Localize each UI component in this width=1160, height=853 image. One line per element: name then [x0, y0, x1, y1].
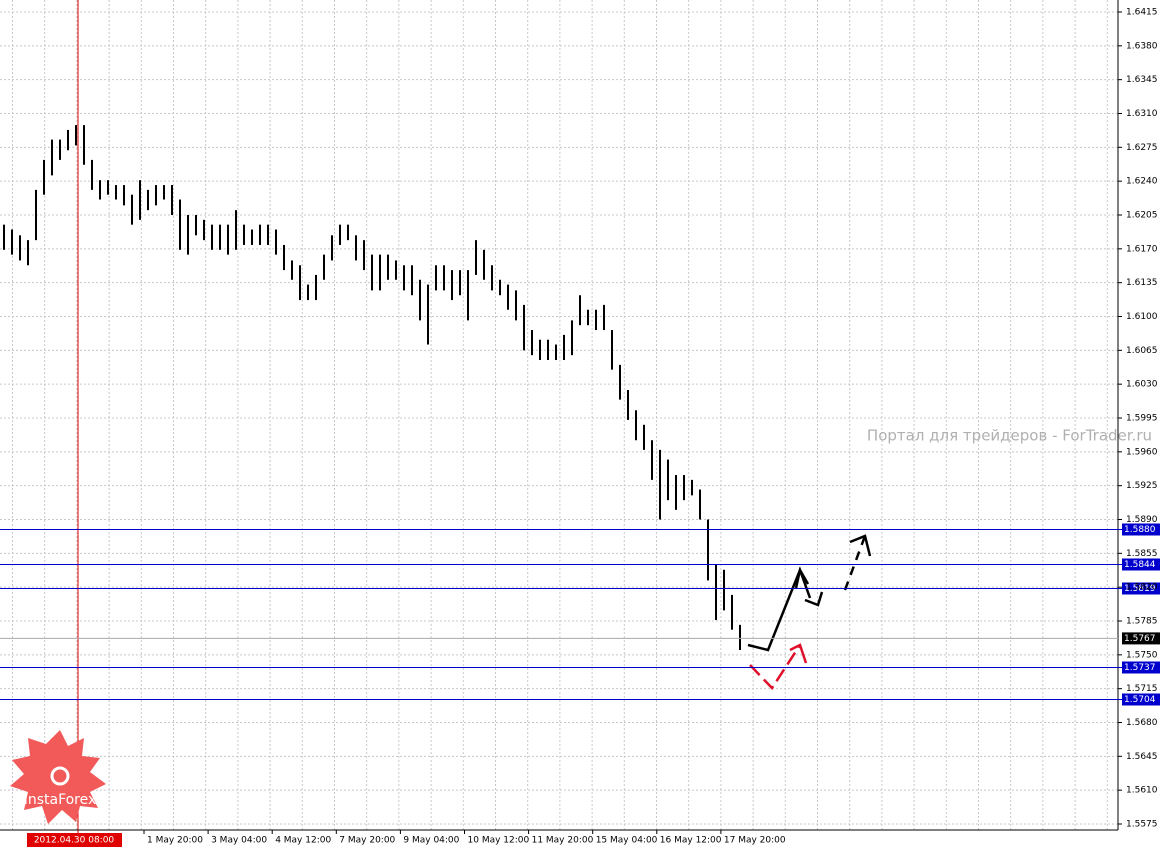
y-tick-label: 1.5680 — [1126, 718, 1158, 728]
y-tick-label: 1.5855 — [1126, 549, 1158, 559]
y-tick-label: 1.5575 — [1126, 820, 1158, 830]
vertical-grid — [0, 0, 1118, 830]
y-tick-label: 1.6275 — [1126, 143, 1158, 153]
cursor-time: 2012.04.30 08:00 — [34, 836, 115, 846]
x-tick-label: 17 May 20:00 — [724, 836, 786, 846]
current-price-label: 1.5767 — [1124, 634, 1156, 644]
level-label: 1.5704 — [1124, 695, 1156, 705]
x-tick-label: 10 May 12:00 — [468, 836, 530, 846]
y-tick-label: 1.6310 — [1126, 109, 1158, 119]
y-tick-label: 1.6135 — [1126, 278, 1158, 288]
forecast — [747, 534, 872, 691]
level-label: 1.5880 — [1124, 525, 1156, 535]
level-box — [1122, 582, 1160, 595]
x-tick-label: 16 May 12:00 — [660, 836, 722, 846]
cursor-time-box — [27, 833, 122, 847]
y-tick-label: 1.6380 — [1126, 41, 1158, 51]
y-tick-label: 1.6415 — [1126, 8, 1158, 18]
level-box — [1122, 523, 1160, 536]
y-tick-label: 1.5645 — [1126, 752, 1158, 762]
y-tick-label: 1.5750 — [1126, 650, 1158, 660]
level-label: 1.5819 — [1124, 584, 1156, 594]
level-label: 1.5844 — [1124, 560, 1156, 570]
level-box — [1122, 558, 1160, 571]
y-tick-label: 1.5890 — [1126, 515, 1158, 525]
y-tick-label: 1.6205 — [1126, 211, 1158, 221]
y-tick-label: 1.5785 — [1126, 617, 1158, 627]
x-tick-label: 7 May 20:00 — [339, 836, 395, 846]
level-label: 1.5737 — [1124, 663, 1156, 673]
x-tick-label: 15 May 04:00 — [596, 836, 658, 846]
watermark: Портал для трейдеров - ForTrader.ru — [867, 427, 1152, 445]
y-tick-label: 1.5610 — [1126, 786, 1158, 796]
y-tick-label: 1.6240 — [1126, 177, 1158, 187]
x-tick-label: 1 May 20:00 — [147, 836, 203, 846]
y-tick-label: 1.5995 — [1126, 414, 1158, 424]
x-tick-label: 11 May 20:00 — [532, 836, 594, 846]
y-tick-label: 1.5925 — [1126, 481, 1158, 491]
y-tick-label: 1.6345 — [1126, 75, 1158, 85]
logo: InstaForex — [10, 730, 106, 824]
x-tick-label: 3 May 04:00 — [211, 836, 267, 846]
level-box — [1122, 693, 1160, 706]
x-tick-label: 9 May 04:00 — [403, 836, 459, 846]
x-tick-label: 4 May 12:00 — [275, 836, 331, 846]
y-tick-label: 1.6065 — [1126, 346, 1158, 356]
y-tick-label: 1.6170 — [1126, 244, 1158, 254]
y-tick-label: 1.5820 — [1126, 583, 1158, 593]
y-tick-label: 1.5960 — [1126, 447, 1158, 457]
y-tick-label: 1.6100 — [1126, 312, 1158, 322]
level-box — [1122, 661, 1160, 674]
y-tick-label: 1.5715 — [1126, 684, 1158, 694]
current-price-box — [1122, 632, 1160, 645]
logo-text: InstaForex — [24, 792, 97, 808]
y-tick-label: 1.6030 — [1126, 380, 1158, 390]
